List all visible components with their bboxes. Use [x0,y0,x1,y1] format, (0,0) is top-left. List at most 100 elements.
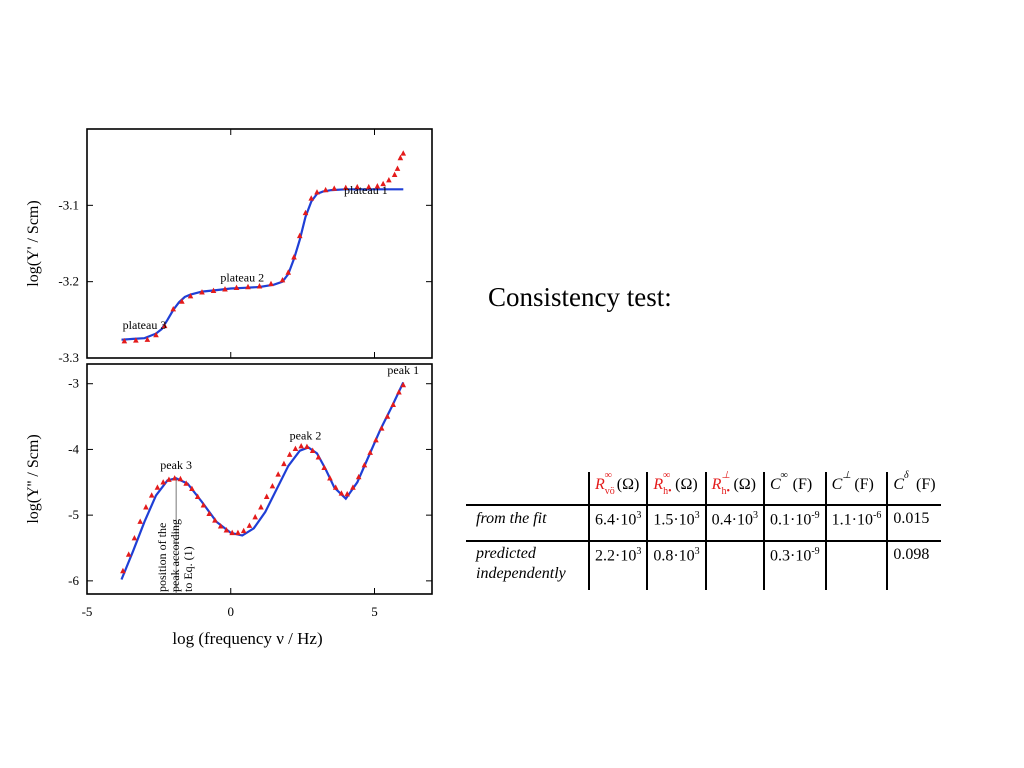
data-point [331,185,338,191]
table-cell: 0.098 [886,540,941,590]
marker-annotation: to Eq. (1) [181,546,195,592]
y-tick-label: -3.3 [58,350,79,365]
peak-label: peak 3 [160,458,192,472]
column-unit: (Ω) [616,476,640,493]
table-cell: 1.1·10-6 [824,504,888,541]
data-point [298,442,304,449]
column-header: R ∞ vö (Ω) [587,470,648,505]
data-point [170,305,177,312]
data-point [189,485,195,492]
data-point [229,529,235,536]
data-point [161,322,168,329]
data-point [263,493,270,499]
data-point [354,183,361,190]
data-point [285,269,292,275]
table-corner-cell [466,472,589,505]
x-tick-label: -5 [82,604,93,619]
data-point [206,510,212,517]
data-point [233,284,240,290]
data-point [365,183,372,190]
data-point [400,381,407,388]
data-point [179,298,185,304]
data-point [148,492,155,498]
column-symbol: C ∞ [769,470,788,494]
data-point [160,479,166,485]
table-row: from the fit 6.4·103 1.5·103 0.4·103 0.1·10-… [466,504,941,541]
data-point [268,280,274,287]
data-point [384,413,391,419]
table-cell: 0.1·10-9 [762,504,826,541]
data-point [245,283,251,290]
data-point [133,337,139,343]
data-point [279,276,286,283]
data-point [269,483,276,489]
data-point [400,150,407,156]
y-tick-label: -6 [68,573,79,588]
data-point [153,331,159,338]
column-subscript: h• [663,486,672,497]
column-unit: (F) [792,476,813,493]
data-point [131,534,138,541]
data-point [154,484,161,490]
data-point [256,283,263,289]
y-tick-label: -3.2 [58,274,79,289]
data-point [373,437,379,443]
column-symbol: C ⊥ [831,470,852,494]
column-symbol: R ∞ vö [595,470,615,497]
data-point [314,189,320,195]
table-cell [704,540,764,590]
column-superscript: ∞ [663,470,671,481]
data-point [342,184,349,190]
x-tick-label: 5 [371,604,378,619]
table-cell: 1.5·103 [646,504,706,541]
data-point [183,480,189,486]
data-point [121,338,128,344]
data-point [223,527,230,533]
data-point [380,180,386,187]
plot-frame [86,128,433,359]
data-point [258,504,264,510]
peak-label: peak 2 [290,429,322,443]
data-point [367,449,373,455]
data-point [355,473,362,480]
column-symbol: R ⊥ h• [711,470,731,497]
table-row: predicted independently 2.2·103 0.8·103 0.3… [466,540,941,590]
data-point [252,513,258,520]
x-axis-label: log (frequency ν / Hz) [172,629,322,648]
data-point [332,484,339,490]
data-point [291,254,297,260]
peak-label: plateau 1 [344,183,388,197]
data-point [302,209,309,216]
plot-frame [86,363,433,595]
data-point [308,195,315,201]
data-point [378,425,385,431]
row-label: predicted independently [466,540,589,590]
column-superscript: ⊥ [721,470,731,481]
column-unit: (F) [916,476,936,493]
data-point [286,451,293,457]
peak-label: plateau 2 [220,271,264,285]
data-point [235,529,241,536]
data-point [292,445,299,451]
column-superscript: δ [904,470,909,481]
data-point [394,165,401,171]
data-point [200,502,207,508]
table-cell: 0.8·103 [646,540,706,590]
data-point [397,154,404,161]
column-unit: (Ω) [675,476,698,493]
peak-label: peak 1 [387,363,419,377]
y-tick-label: -5 [68,507,79,522]
column-symbol: R ∞ h• [653,470,672,497]
data-point [212,517,218,523]
data-point [322,186,329,193]
data-point [194,493,201,499]
column-superscript: ⊥ [842,470,852,481]
data-point [120,567,126,574]
column-unit: (F) [854,476,874,493]
column-superscript: ∞ [780,470,788,481]
y-axis-label: log(Y'' / Scm) [25,434,42,523]
y-axis-label: log(Y' / Scm) [25,200,42,286]
data-point [296,232,303,239]
